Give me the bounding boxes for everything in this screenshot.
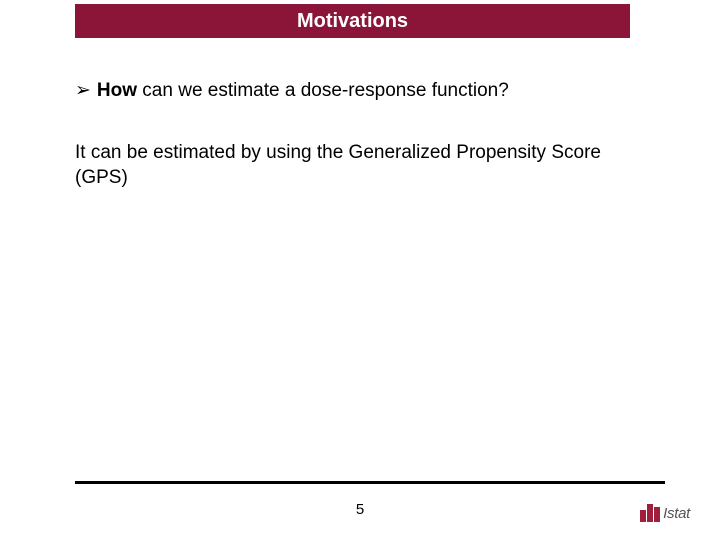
slide-container: Motivations ➢ How can we estimate a dose… [0, 0, 720, 540]
logo-text: Istat [663, 505, 690, 522]
question-text: How can we estimate a dose-response func… [97, 78, 509, 104]
slide-title: Motivations [297, 10, 408, 33]
question-bold: How [97, 80, 137, 101]
page-number: 5 [0, 501, 720, 518]
answer-text: It can be estimated by using the General… [75, 140, 645, 191]
question-rest: can we estimate a dose-response function… [137, 80, 509, 101]
logo-bar [640, 510, 646, 522]
logo: Istat [640, 504, 690, 522]
title-bar: Motivations [75, 4, 630, 38]
bullet-marker-icon: ➢ [75, 79, 91, 102]
logo-bars-icon [640, 504, 660, 522]
bullet-item: ➢ How can we estimate a dose-response fu… [75, 78, 645, 104]
footer-rule [75, 481, 665, 484]
logo-bar [654, 507, 660, 522]
logo-bar [647, 504, 653, 522]
content-area: ➢ How can we estimate a dose-response fu… [75, 78, 645, 191]
